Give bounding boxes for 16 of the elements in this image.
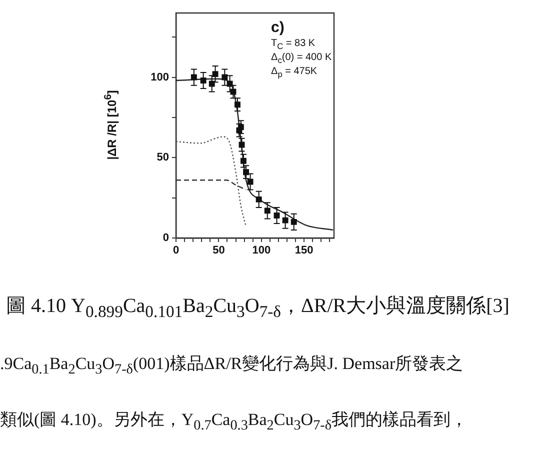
annotation: Δ$_{c}$(0) = 400 K <box>271 52 332 66</box>
x-tick-label: 150 <box>294 244 314 257</box>
annotation: T$_{C}$ = 83 K <box>271 38 316 52</box>
line-series <box>176 136 247 228</box>
text: 類似(圖 4.10)。另外在，Y$_{0.7}$Ca$_{0.3}$Ba$_{2}$Cu$_{3}$O$_{7-δ}$我們的樣品看到， <box>0 410 468 434</box>
text: .9Ca$_{0.1}$Ba$_{2}$Cu$_{3}$O$_{7-δ}$(001)樣品ΔR/R變化行為與J. Demsar所發表之 <box>0 354 464 378</box>
x-tick-label: 0 <box>172 244 180 257</box>
annotation: Δ$_{p}$ = 475K <box>271 66 318 80</box>
chart-title: 圖 4.10 Y$_{0.899}$Ca$_{0.101}$Ba$_{2}$Cu$_{3}$O$_{7-δ}$，ΔR/R大小與溫度關係[3] <box>6 295 510 321</box>
x-tick-label: 50 <box>212 244 225 257</box>
annotation: c) <box>271 19 286 36</box>
line-series <box>176 78 334 231</box>
y-tick-label: 50 <box>156 152 169 164</box>
y-tick-label: 100 <box>150 71 169 84</box>
y-tick-label: 0 <box>162 232 169 244</box>
x-tick-label: 100 <box>252 244 271 257</box>
